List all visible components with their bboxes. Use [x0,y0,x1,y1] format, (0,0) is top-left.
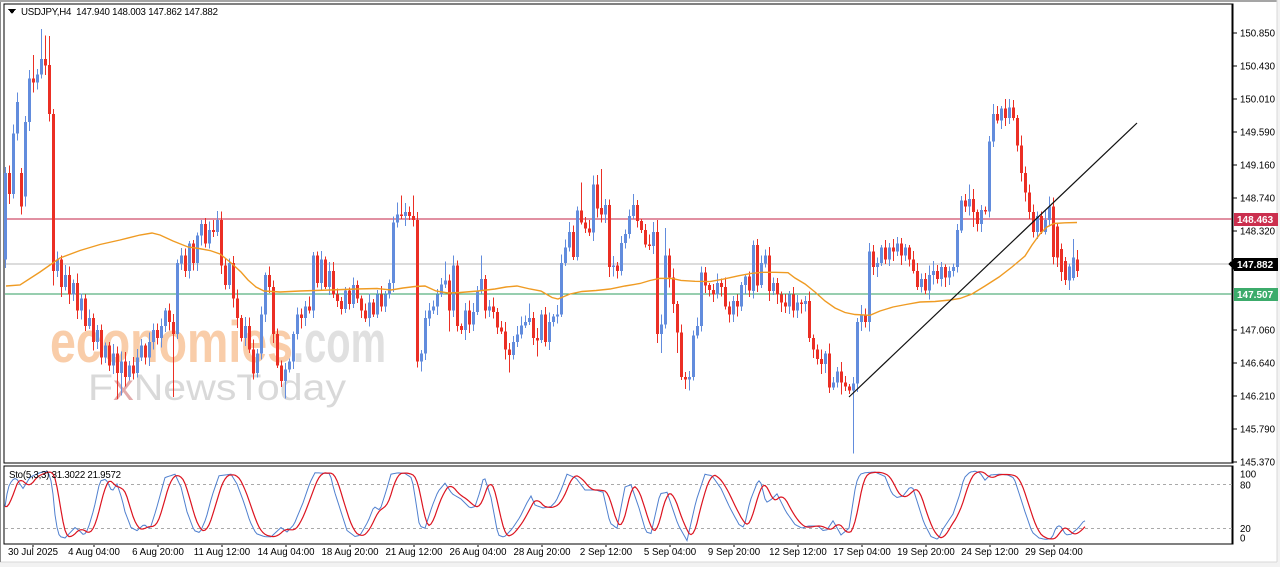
svg-text:14 Aug 04:00: 14 Aug 04:00 [257,547,315,558]
svg-text:148.740: 148.740 [1240,194,1276,205]
svg-text:9 Sep 20:00: 9 Sep 20:00 [708,547,761,558]
svg-text:USDJPY,H4 147.940 148.003 147: USDJPY,H4 147.940 148.003 147.862 147.88… [21,7,218,18]
svg-text:147.507: 147.507 [1237,290,1274,301]
svg-text:4 Aug 04:00: 4 Aug 04:00 [68,547,120,558]
svg-text:28 Aug 20:00: 28 Aug 20:00 [513,547,571,558]
svg-text:30 Jul 2025: 30 Jul 2025 [8,547,58,558]
svg-text:26 Aug 04:00: 26 Aug 04:00 [449,547,507,558]
svg-text:146.210: 146.210 [1240,392,1276,403]
svg-text:149.590: 149.590 [1240,128,1276,139]
svg-text:100: 100 [1240,470,1257,481]
svg-text:11 Aug 12:00: 11 Aug 12:00 [194,547,251,558]
svg-text:147.060: 147.060 [1240,326,1276,337]
svg-text:29 Sep 04:00: 29 Sep 04:00 [1025,547,1083,558]
svg-text:12 Sep 12:00: 12 Sep 12:00 [769,547,827,558]
svg-text:24 Sep 12:00: 24 Sep 12:00 [961,547,1019,558]
svg-text:150.850: 150.850 [1240,29,1276,40]
svg-text:.com: .com [293,310,386,375]
svg-text:Sto(5,3,3) 31.3022 21.9572: Sto(5,3,3) 31.3022 21.9572 [9,470,121,481]
svg-text:2 Sep 12:00: 2 Sep 12:00 [580,547,633,558]
svg-text:0: 0 [1240,534,1246,545]
svg-text:18 Aug 20:00: 18 Aug 20:00 [321,547,379,558]
svg-text:17 Sep 04:00: 17 Sep 04:00 [833,547,891,558]
svg-text:146.640: 146.640 [1240,359,1276,370]
svg-text:6 Aug 20:00: 6 Aug 20:00 [132,547,184,558]
svg-text:145.790: 145.790 [1240,425,1276,436]
svg-text:80: 80 [1240,481,1251,492]
svg-text:148.463: 148.463 [1237,215,1274,226]
svg-text:149.160: 149.160 [1240,161,1276,172]
svg-text:147.882: 147.882 [1237,260,1274,271]
svg-text:5 Sep 04:00: 5 Sep 04:00 [644,547,697,558]
svg-text:150.010: 150.010 [1240,95,1276,106]
svg-text:21 Aug 12:00: 21 Aug 12:00 [385,547,443,558]
svg-text:148.320: 148.320 [1240,227,1276,238]
svg-text:150.430: 150.430 [1240,62,1276,73]
svg-text:145.370: 145.370 [1240,458,1276,469]
svg-text:19 Sep 20:00: 19 Sep 20:00 [897,547,955,558]
svg-text:20: 20 [1240,524,1251,535]
svg-text:FxNewsToday: FxNewsToday [88,367,347,408]
